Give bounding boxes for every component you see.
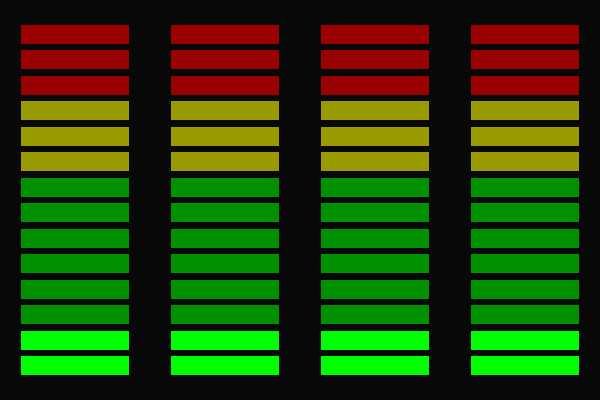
meter-segment-yellow-dim bbox=[321, 127, 429, 146]
meter-segment-yellow-dim bbox=[471, 152, 579, 171]
meter-segment-red-dim bbox=[171, 50, 279, 69]
meter-segment-yellow-dim bbox=[21, 152, 129, 171]
meter-channel-3 bbox=[321, 25, 429, 375]
meter-segment-red-dim bbox=[471, 76, 579, 95]
meter-segment-green-dim bbox=[21, 203, 129, 222]
meter-segment-red-dim bbox=[171, 25, 279, 44]
meter-segment-green-dim bbox=[471, 203, 579, 222]
meter-segment-red-dim bbox=[321, 25, 429, 44]
meter-segment-green-dim bbox=[171, 280, 279, 299]
meter-segment-red-dim bbox=[321, 76, 429, 95]
meter-segment-green-lit bbox=[471, 356, 579, 375]
meter-segment-red-dim bbox=[471, 25, 579, 44]
meter-segment-red-dim bbox=[471, 50, 579, 69]
meter-segment-green-dim bbox=[321, 229, 429, 248]
meter-segment-red-dim bbox=[21, 76, 129, 95]
meter-segment-green-lit bbox=[21, 331, 129, 350]
meter-segment-green-dim bbox=[471, 254, 579, 273]
meter-segment-green-dim bbox=[321, 305, 429, 324]
meter-segment-yellow-dim bbox=[171, 152, 279, 171]
meter-segment-green-dim bbox=[171, 305, 279, 324]
meter-segment-green-dim bbox=[321, 203, 429, 222]
meter-segment-green-lit bbox=[321, 331, 429, 350]
meter-segment-yellow-dim bbox=[171, 127, 279, 146]
meter-segment-green-dim bbox=[321, 178, 429, 197]
meter-segment-red-dim bbox=[21, 50, 129, 69]
meter-segment-green-dim bbox=[471, 178, 579, 197]
meter-segment-green-dim bbox=[21, 280, 129, 299]
meter-segment-yellow-dim bbox=[21, 127, 129, 146]
meter-segment-green-dim bbox=[321, 280, 429, 299]
meter-segment-green-dim bbox=[321, 254, 429, 273]
meter-segment-yellow-dim bbox=[471, 127, 579, 146]
meter-segment-green-dim bbox=[21, 254, 129, 273]
meter-channel-2 bbox=[171, 25, 279, 375]
meter-segment-green-lit bbox=[471, 331, 579, 350]
meter-segment-green-dim bbox=[171, 203, 279, 222]
meter-segment-yellow-dim bbox=[321, 101, 429, 120]
meter-segment-green-lit bbox=[171, 356, 279, 375]
meter-segment-red-dim bbox=[321, 50, 429, 69]
meter-segment-green-dim bbox=[171, 254, 279, 273]
meter-segment-green-dim bbox=[21, 178, 129, 197]
meter-segment-yellow-dim bbox=[321, 152, 429, 171]
meter-segment-yellow-dim bbox=[21, 101, 129, 120]
meter-segment-green-dim bbox=[171, 178, 279, 197]
meter-segment-green-dim bbox=[171, 229, 279, 248]
meter-segment-green-dim bbox=[21, 229, 129, 248]
meter-channel-4 bbox=[471, 25, 579, 375]
meter-segment-green-lit bbox=[321, 356, 429, 375]
meter-segment-yellow-dim bbox=[471, 101, 579, 120]
meter-segment-red-dim bbox=[21, 25, 129, 44]
meter-segment-yellow-dim bbox=[171, 101, 279, 120]
meter-segment-green-dim bbox=[471, 305, 579, 324]
meter-segment-green-dim bbox=[471, 229, 579, 248]
meter-segment-green-lit bbox=[21, 356, 129, 375]
meter-segment-green-dim bbox=[471, 280, 579, 299]
meter-segment-green-dim bbox=[21, 305, 129, 324]
meter-segment-red-dim bbox=[171, 76, 279, 95]
meter-channel-1 bbox=[21, 25, 129, 375]
meter-segment-green-lit bbox=[171, 331, 279, 350]
